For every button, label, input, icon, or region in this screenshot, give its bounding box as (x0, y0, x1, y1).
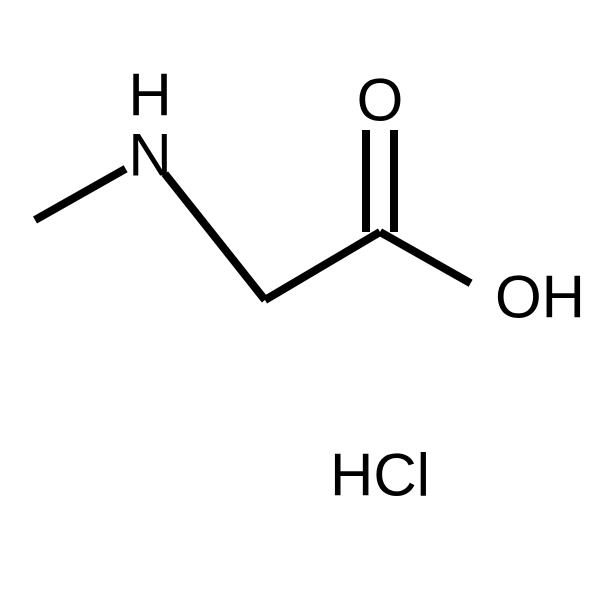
atom-label: N (128, 122, 171, 189)
atom-label: OH (495, 264, 585, 331)
atom-label: O (357, 67, 404, 134)
atom-label: H (128, 62, 171, 129)
chemical-structure-diagram: NH O OH HCl (0, 0, 600, 600)
salt-label: HCl (330, 442, 430, 509)
